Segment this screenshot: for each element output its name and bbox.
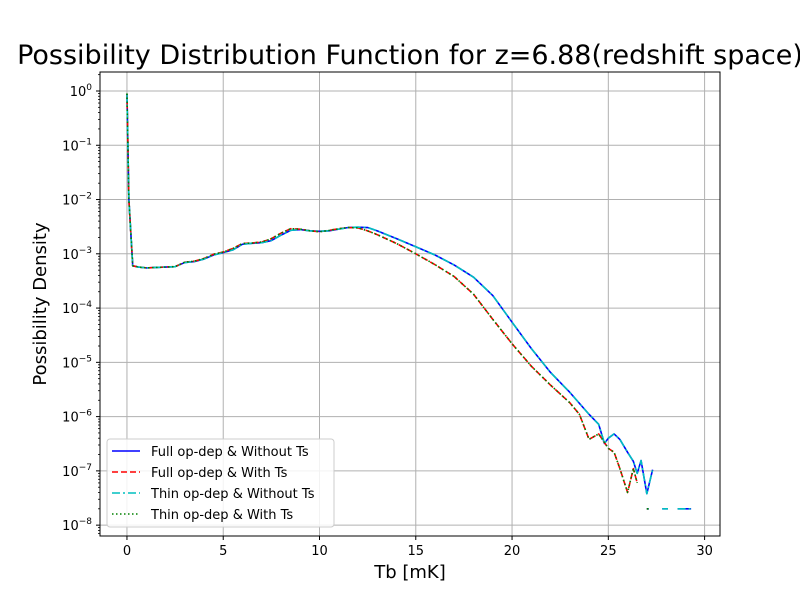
x-tick-label: 30 (696, 544, 713, 559)
y-tick-label: 10−6 (62, 409, 92, 426)
y-tick-base: 10 (70, 85, 87, 100)
x-tick-label: 10 (311, 544, 328, 559)
series-layer (126, 93, 692, 510)
grid-layer (100, 72, 720, 536)
plot-frame (99, 71, 721, 537)
legend-label: Full op-dep & With Ts (151, 466, 288, 481)
y-tick-label: 10−1 (62, 137, 92, 154)
legend-label: Thin op-dep & With Ts (150, 508, 293, 523)
y-tick-label: 10−5 (62, 354, 92, 371)
series-segment (126, 93, 654, 495)
x-tick-label: 25 (600, 544, 617, 559)
series-line (126, 93, 649, 510)
y-tick-label: 10−7 (62, 463, 92, 480)
x-tick-label: 15 (408, 544, 425, 559)
series-segment (126, 93, 638, 494)
x-tick-label: 0 (123, 544, 131, 559)
legend-label: Thin op-dep & Without Ts (150, 487, 315, 502)
series-segment (126, 93, 654, 495)
y-tick-exponent: −3 (79, 246, 92, 256)
y-tick-label: 10−4 (62, 300, 92, 317)
legend-label: Full op-dep & Without Ts (151, 445, 309, 460)
y-tick-exponent: −7 (79, 463, 92, 473)
y-tick-exponent: −4 (79, 300, 93, 310)
y-tick-base: 10 (62, 465, 79, 480)
y-tick-exponent: −5 (79, 354, 92, 364)
y-axis-title: Possibility Density (30, 222, 51, 386)
legend-box (106, 438, 335, 528)
y-tick-base: 10 (62, 356, 79, 371)
legend: Full op-dep & Without Ts Full op-dep & Wi… (106, 438, 335, 528)
y-tick-exponent: −8 (79, 517, 93, 527)
x-axis-title: Tb [mK] (373, 562, 446, 583)
y-tick-label: 10−2 (62, 192, 92, 209)
y-tick-exponent: −6 (79, 409, 93, 419)
y-tick-base: 10 (62, 194, 79, 209)
chart-title: Possibility Distribution Function for z=… (17, 40, 800, 71)
ticks-layer: 0 5 10 15 20 25 3010010−110−210−310−410−510−61… (62, 74, 713, 559)
y-tick-exponent: −1 (79, 137, 92, 147)
y-tick-label: 10−3 (62, 246, 92, 263)
y-tick-base: 10 (62, 411, 79, 426)
series-segment (126, 93, 638, 494)
y-tick-label: 10−8 (62, 517, 92, 534)
y-tick-exponent: 0 (86, 83, 92, 93)
y-tick-base: 10 (62, 248, 79, 263)
y-tick-base: 10 (62, 139, 79, 154)
y-tick-base: 10 (62, 519, 79, 534)
x-tick-label: 20 (504, 544, 521, 559)
x-tick-label: 5 (219, 544, 227, 559)
y-tick-base: 10 (62, 302, 79, 317)
y-tick-label: 100 (70, 83, 93, 100)
y-tick-exponent: −2 (79, 192, 92, 202)
